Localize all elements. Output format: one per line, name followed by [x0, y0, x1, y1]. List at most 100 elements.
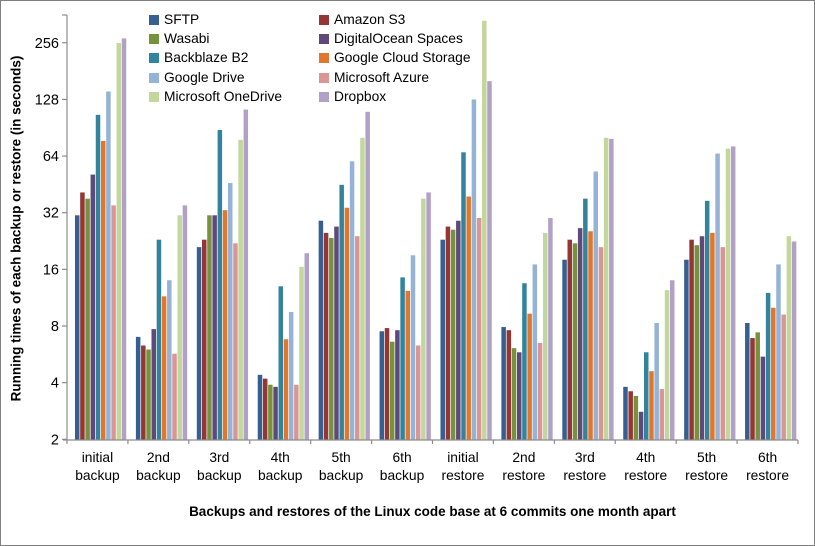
legend-label-digitalocean-spaces: DigitalOcean Spaces: [334, 31, 463, 47]
bar-digitalocean-spaces-3rd-backup: [212, 215, 217, 440]
bar-dropbox-6th-restore: [791, 241, 797, 440]
legend-label-sftp: SFTP: [164, 11, 200, 27]
x-axis-title: Backups and restores of the Linux code b…: [189, 504, 676, 519]
bar-google-drive-6th-restore: [776, 264, 781, 440]
bar-backblaze-b2-initial-backup: [95, 114, 101, 440]
bar-backblaze-b2-3rd-backup: [217, 130, 223, 440]
bar-microsoft-onedrive-4th-restore: [664, 290, 670, 440]
y-tick-label: 8: [51, 319, 59, 335]
bar-backblaze-b2-5th-backup: [339, 184, 344, 440]
bar-dropbox-5th-restore: [730, 146, 736, 441]
bar-dropbox-3rd-restore: [609, 138, 614, 440]
bar-google-drive-initial-restore: [471, 99, 477, 441]
bar-digitalocean-spaces-5th-restore: [699, 236, 705, 440]
legend-item-google-cloud-storage: Google Cloud Storage: [319, 49, 471, 68]
bar-microsoft-onedrive-3rd-restore: [603, 137, 609, 440]
bar-google-drive-6th-backup: [410, 255, 416, 440]
bar-amazon-s3-6th-backup: [384, 328, 390, 440]
bar-sftp-3rd-backup: [196, 247, 202, 440]
bar-google-cloud-storage-6th-restore: [771, 307, 776, 440]
bar-digitalocean-spaces-2nd-restore: [516, 352, 522, 440]
legend-item-backblaze-b2: Backblaze B2: [149, 49, 319, 68]
x-category-label: 4th restore: [624, 450, 667, 483]
x-category-label: 5th backup: [319, 450, 364, 483]
legend-label-wasabi: Wasabi: [164, 31, 210, 47]
x-category-label: initial restore: [441, 450, 484, 483]
bar-digitalocean-spaces-6th-restore: [760, 356, 766, 440]
bar-microsoft-azure-6th-backup: [415, 345, 421, 440]
bar-amazon-s3-5th-restore: [689, 239, 694, 440]
bar-digitalocean-spaces-4th-backup: [273, 386, 278, 440]
bar-microsoft-onedrive-initial-backup: [116, 43, 122, 440]
bar-dropbox-2nd-backup: [182, 205, 188, 440]
bar-microsoft-azure-6th-restore: [781, 314, 786, 440]
bar-wasabi-2nd-restore: [511, 348, 517, 440]
bar-wasabi-4th-restore: [633, 395, 639, 440]
bar-wasabi-4th-backup: [268, 384, 273, 440]
bar-google-cloud-storage-3rd-backup: [222, 210, 228, 440]
bar-google-drive-2nd-restore: [532, 264, 538, 440]
bar-wasabi-5th-backup: [329, 237, 334, 440]
legend-item-digitalocean-spaces: DigitalOcean Spaces: [319, 29, 471, 48]
legend-swatch-google-cloud-storage: [319, 53, 329, 64]
legend-swatch-dropbox: [319, 91, 329, 102]
x-category-label: 2nd restore: [502, 450, 545, 483]
y-tick-label: 32: [43, 206, 59, 222]
bar-backblaze-b2-2nd-backup: [156, 239, 162, 440]
x-category-label: 3rd backup: [197, 450, 242, 483]
bar-sftp-2nd-restore: [501, 327, 506, 440]
x-category-label: 6th backup: [380, 450, 425, 483]
bar-google-cloud-storage-initial-restore: [466, 196, 471, 440]
bar-backblaze-b2-4th-backup: [278, 286, 284, 440]
legend: SFTP Wasabi Backblaze B2 Google Drive Mi…: [149, 10, 471, 106]
legend-item-wasabi: Wasabi: [149, 29, 319, 48]
legend-label-google-drive: Google Drive: [164, 69, 245, 85]
legend-label-amazon-s3: Amazon S3: [334, 11, 406, 27]
bar-wasabi-initial-restore: [450, 229, 456, 440]
bar-digitalocean-spaces-initial-restore: [456, 220, 461, 440]
bar-dropbox-initial-backup: [121, 38, 127, 441]
bar-digitalocean-spaces-3rd-restore: [577, 228, 583, 440]
bar-google-cloud-storage-6th-backup: [405, 290, 411, 440]
x-category-label: 4th backup: [258, 450, 303, 483]
bar-microsoft-azure-3rd-backup: [233, 243, 238, 440]
legend-item-dropbox: Dropbox: [319, 87, 471, 106]
bar-wasabi-initial-backup: [85, 198, 90, 440]
legend-item-microsoft-onedrive: Microsoft OneDrive: [149, 87, 319, 106]
bar-dropbox-initial-restore: [487, 81, 492, 440]
y-axis-title: Running times of each backup or restore …: [8, 55, 24, 402]
bar-google-cloud-storage-3rd-restore: [588, 231, 593, 440]
bar-wasabi-3rd-restore: [572, 243, 578, 440]
bar-amazon-s3-3rd-backup: [202, 239, 207, 440]
bar-google-drive-3rd-backup: [227, 183, 233, 441]
bar-dropbox-4th-backup: [304, 253, 309, 440]
bar-backblaze-b2-4th-restore: [644, 352, 649, 440]
bar-microsoft-azure-5th-restore: [720, 247, 726, 440]
bar-amazon-s3-initial-backup: [80, 192, 85, 440]
bar-amazon-s3-5th-backup: [323, 232, 329, 440]
legend-label-microsoft-azure: Microsoft Azure: [334, 69, 430, 85]
bar-digitalocean-spaces-5th-backup: [334, 226, 339, 440]
bar-microsoft-azure-initial-restore: [476, 217, 482, 440]
bar-digitalocean-spaces-2nd-backup: [151, 329, 156, 440]
bar-microsoft-azure-initial-backup: [111, 205, 116, 440]
bar-wasabi-6th-backup: [389, 341, 395, 440]
x-category-label: 3rd restore: [563, 450, 606, 483]
bar-backblaze-b2-6th-restore: [765, 292, 771, 440]
bar-sftp-4th-restore: [623, 386, 628, 440]
legend-label-microsoft-onedrive: Microsoft OneDrive: [164, 88, 283, 104]
bar-backblaze-b2-initial-restore: [461, 152, 466, 440]
bar-sftp-6th-restore: [745, 322, 750, 440]
bar-digitalocean-spaces-6th-backup: [395, 330, 400, 440]
bar-amazon-s3-3rd-restore: [567, 239, 573, 440]
bar-dropbox-3rd-backup: [243, 109, 249, 440]
legend-label-google-cloud-storage: Google Cloud Storage: [334, 50, 471, 66]
bar-microsoft-azure-3rd-restore: [598, 247, 604, 440]
legend-label-dropbox: Dropbox: [334, 88, 387, 104]
bar-google-cloud-storage-initial-backup: [100, 140, 106, 440]
bar-sftp-6th-backup: [379, 331, 385, 440]
x-category-label: 2nd backup: [136, 450, 181, 483]
bar-backblaze-b2-5th-restore: [704, 200, 710, 440]
